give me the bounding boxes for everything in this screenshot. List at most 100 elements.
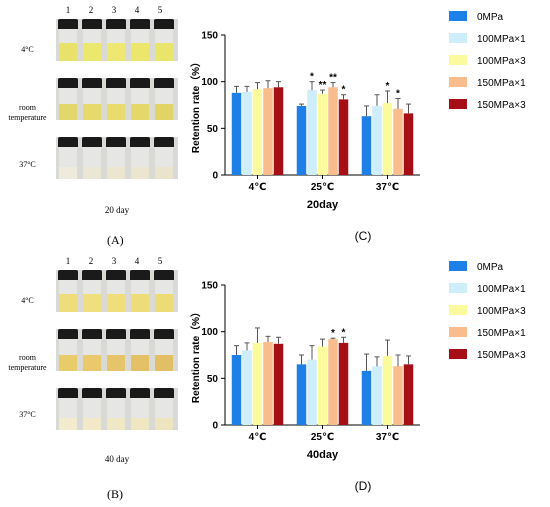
y-tick-label: 0 (212, 421, 218, 432)
bar (393, 366, 403, 425)
photo-b-row-label-room: room temperature (0, 353, 55, 373)
photo-b-caption: 40 day (104, 454, 130, 464)
vial-cap (130, 19, 150, 29)
bar (338, 99, 349, 175)
legend-label: 100MPa×1 (477, 284, 526, 295)
bar (296, 105, 307, 175)
vial-photo-row (56, 19, 178, 61)
y-tick-label: 100 (201, 327, 218, 338)
bar (372, 366, 382, 425)
vial-cap (58, 78, 78, 88)
panel-letter-a: (A) (107, 233, 124, 247)
photo-a-caption: 20 day (104, 205, 130, 215)
vial-liquid (107, 294, 125, 312)
vial-cap (154, 388, 174, 398)
vial-liquid (83, 167, 101, 179)
bar (296, 364, 307, 425)
bar (361, 116, 372, 175)
bar (242, 91, 252, 175)
legend-label: 150MPa×1 (477, 328, 526, 339)
vial-liquid (107, 104, 125, 120)
vial-liquid (59, 294, 77, 312)
vial (58, 137, 78, 179)
vial-cap (130, 137, 150, 147)
vial-liquid (155, 294, 173, 312)
vial (130, 270, 150, 312)
vial (58, 19, 78, 61)
vial-liquid (107, 167, 125, 179)
significance-mark: ** (319, 80, 327, 91)
vial-cap (106, 137, 126, 147)
vial (58, 78, 78, 120)
vial (82, 329, 102, 371)
vial-liquid (107, 418, 125, 430)
vial-number: 5 (157, 256, 163, 266)
vial-number: 4 (134, 256, 140, 266)
vial (58, 329, 78, 371)
vial-cap (130, 388, 150, 398)
bar (317, 346, 328, 425)
vial-liquid (59, 167, 77, 179)
vial-liquid (131, 43, 149, 61)
vial-number: 4 (134, 5, 140, 15)
bar (252, 89, 263, 175)
bar (393, 108, 403, 175)
vial-liquid (155, 167, 173, 179)
significance-mark: * (386, 81, 390, 92)
vial-cap (154, 19, 174, 29)
vial-liquid (131, 167, 149, 179)
vial (154, 19, 174, 61)
photo-a-row-label-37c: 37°C (19, 160, 36, 169)
vial-cap (58, 19, 78, 29)
significance-mark: * (310, 72, 314, 83)
x-axis-label: 20day (307, 199, 339, 211)
bar (273, 87, 284, 175)
vial-cap (154, 78, 174, 88)
y-axis-label: Retention rate（%） (189, 57, 202, 153)
vial-number: 1 (65, 5, 71, 15)
vial-number-row: 1 2 3 4 5 (56, 5, 178, 17)
x-tick-label: 37℃ (376, 182, 399, 193)
vial-liquid (131, 418, 149, 430)
bar (252, 342, 263, 425)
y-tick-label: 100 (201, 77, 218, 88)
bar (328, 339, 338, 425)
vial-cap (106, 329, 126, 339)
vial-liquid (59, 104, 77, 120)
photo-b-row-label-room-text: room temperature (8, 353, 47, 372)
bar (231, 355, 242, 425)
vial (130, 329, 150, 371)
vial-cap (106, 19, 126, 29)
legend-swatch (449, 349, 467, 359)
legend-swatch (449, 283, 467, 293)
vial-number: 2 (88, 256, 94, 266)
vial-cap (58, 388, 78, 398)
y-tick-label: 150 (201, 31, 218, 42)
photo-a-row-label-4c: 4°C (21, 45, 34, 54)
vial-number: 1 (65, 256, 71, 266)
legend-swatch (449, 77, 467, 87)
vial-cap (106, 78, 126, 88)
legend-swatch (449, 99, 467, 109)
vial (106, 137, 126, 179)
vial-liquid (59, 355, 77, 371)
vial (106, 388, 126, 430)
x-tick-label: 4℃ (249, 182, 267, 193)
vial-number: 3 (111, 5, 117, 15)
vial-photo-row (56, 78, 178, 120)
bar (403, 113, 414, 175)
significance-mark: * (342, 85, 346, 96)
vial-cap (130, 270, 150, 280)
vial (106, 78, 126, 120)
vial-cap (154, 329, 174, 339)
y-tick-label: 0 (212, 171, 218, 182)
legend-swatch (449, 33, 467, 43)
legend-label: 150MPa×1 (477, 78, 526, 89)
legend-label: 100MPa×1 (477, 34, 526, 45)
vial (82, 19, 102, 61)
vial (130, 19, 150, 61)
bar (361, 370, 372, 425)
bar (338, 342, 349, 425)
vial (130, 388, 150, 430)
vial-number-row: 1 2 3 4 5 (56, 256, 178, 268)
